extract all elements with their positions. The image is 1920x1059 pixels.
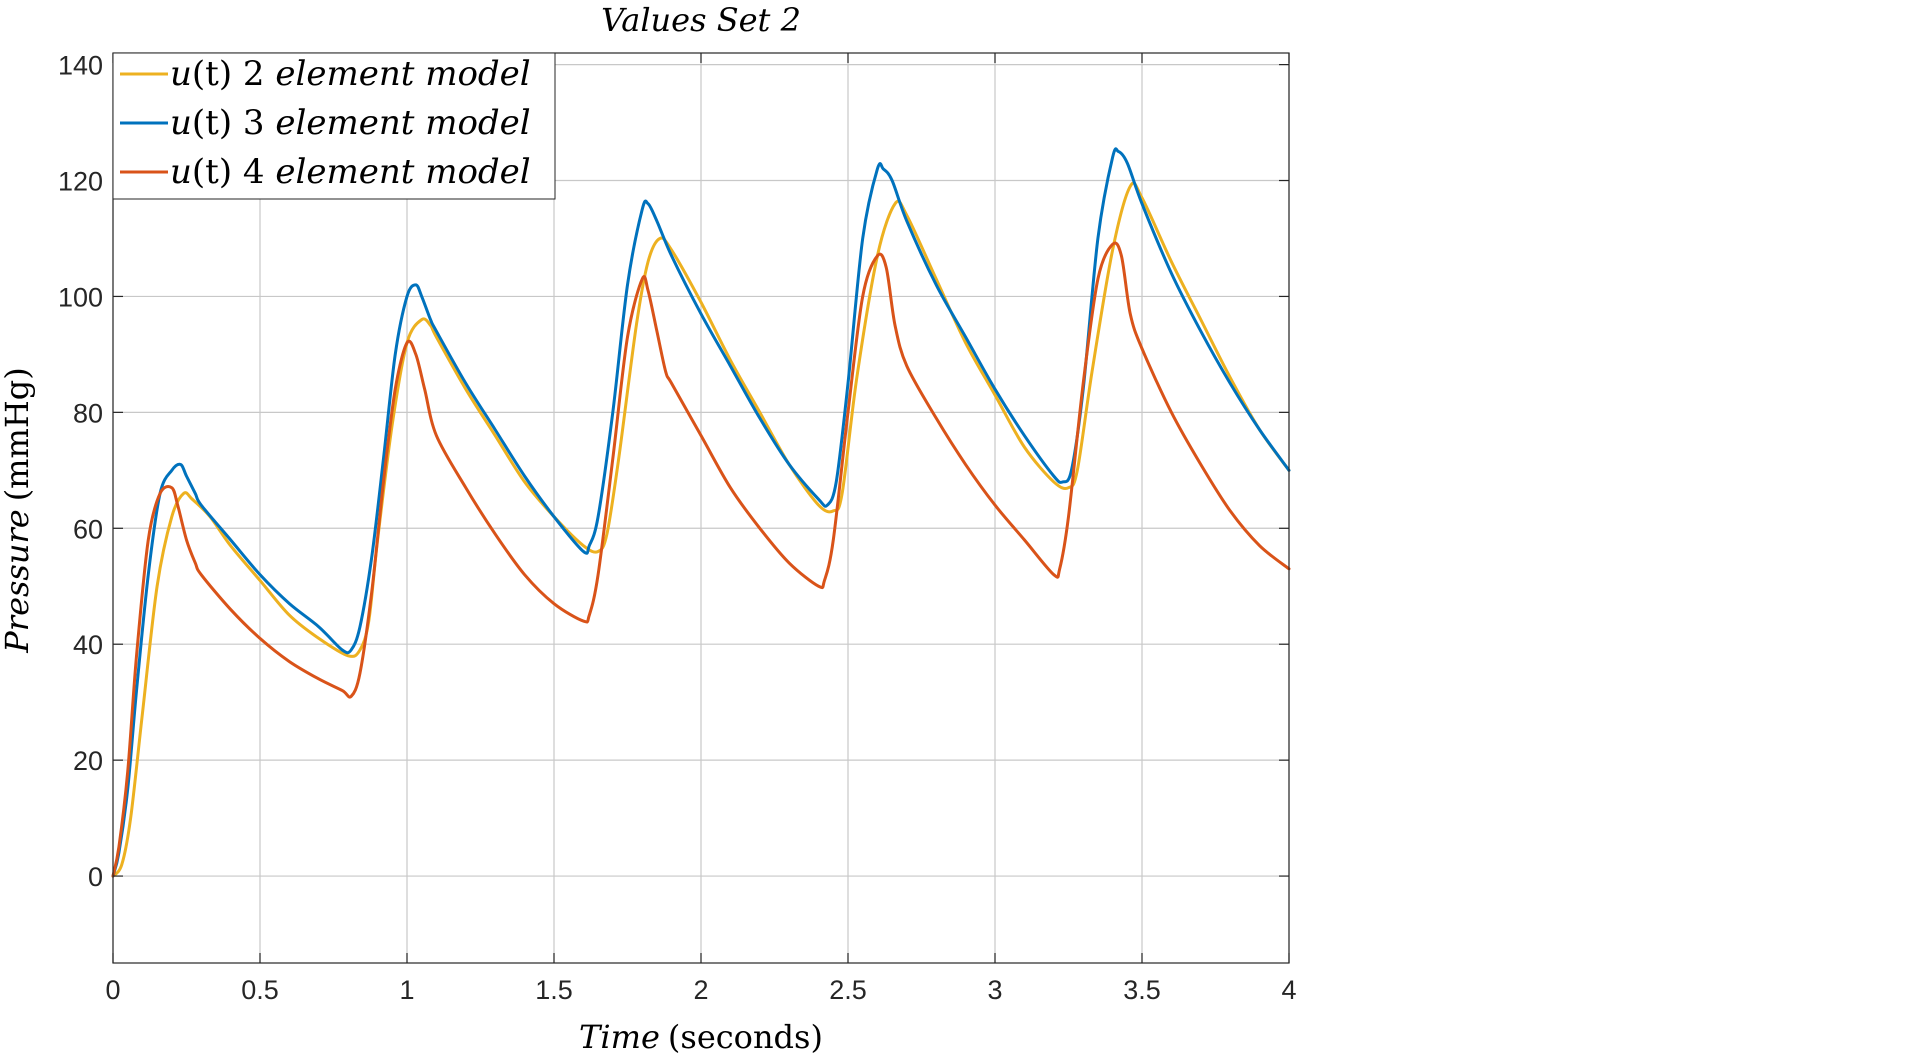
x-tick-label: 0 — [105, 975, 120, 1005]
y-tick-label: 60 — [73, 514, 103, 544]
x-tick-label: 4 — [1281, 975, 1296, 1005]
y-tick-label: 20 — [73, 746, 103, 776]
x-tick-label: 2 — [693, 975, 708, 1005]
legend-label-4-element: u(t) 4 element model — [170, 152, 531, 192]
x-axis-label-roman: (seconds) — [668, 1018, 823, 1056]
y-axis-label-roman: (mmHg) — [0, 367, 36, 501]
y-axis-label: Pressure (mmHg) — [0, 367, 36, 654]
x-tick-label: 3.5 — [1123, 975, 1161, 1005]
legend-label-2-element: u(t) 2 element model — [170, 54, 531, 94]
y-tick-label: 80 — [73, 398, 103, 428]
x-tick-label: 2.5 — [829, 975, 867, 1005]
y-tick-label: 120 — [58, 167, 103, 197]
legend-box — [112, 52, 556, 200]
chart-title: Values Set 2 — [601, 1, 801, 39]
series-line-4-element — [111, 241, 1291, 878]
y-axis-label-italic: Pressure — [0, 509, 36, 653]
x-axis-label-italic: Time — [579, 1018, 660, 1056]
series-line-3-element — [111, 147, 1291, 878]
y-tick-label: 100 — [58, 282, 103, 312]
legend: u(t) 2 element model u(t) 3 element mode… — [112, 52, 556, 200]
y-tick-label: 0 — [88, 862, 103, 892]
series-group — [111, 147, 1291, 878]
legend-label-3-element: u(t) 3 element model — [170, 103, 531, 143]
x-axis-label: Time (seconds) — [579, 1018, 823, 1056]
y-tick-label: 140 — [58, 51, 103, 81]
x-tick-label: 0.5 — [241, 975, 279, 1005]
x-tick-label: 1 — [399, 975, 414, 1005]
x-tick-label: 3 — [987, 975, 1002, 1005]
x-tick-label: 1.5 — [535, 975, 573, 1005]
y-tick-label: 40 — [73, 630, 103, 660]
